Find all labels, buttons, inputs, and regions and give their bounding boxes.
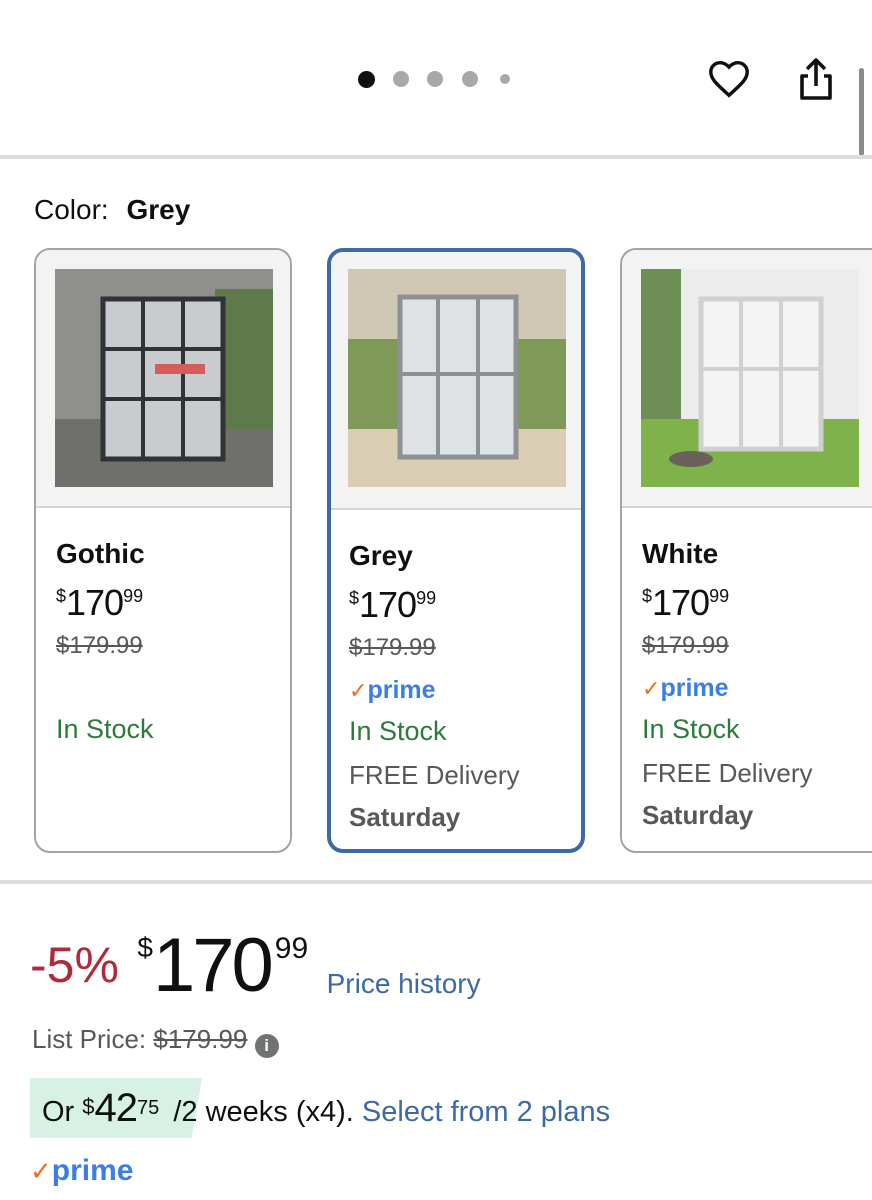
option-delivery: FREE Delivery [642, 758, 813, 788]
color-label: Color: [34, 194, 109, 225]
product-image-grey [348, 269, 566, 487]
prime-badge: ✓prime [349, 676, 436, 704]
product-image-area [622, 250, 872, 508]
option-delivery-day: Saturday [349, 802, 461, 832]
carousel-dot-1[interactable] [358, 71, 375, 88]
product-image-white [641, 269, 859, 487]
carousel-dot-4[interactable] [462, 71, 478, 87]
select-plans-link[interactable]: Select from 2 plans [361, 1096, 611, 1128]
price-history-link[interactable]: Price history [326, 968, 481, 999]
installment-highlight [30, 1078, 202, 1138]
carousel-dot-3[interactable] [427, 71, 443, 87]
prime-check-icon: ✓ [642, 676, 661, 701]
prime-badge: ✓prime [642, 674, 729, 702]
list-price-row: List Price: $179.99 i [32, 1024, 279, 1058]
prime-badge: ✓prime [30, 1154, 134, 1187]
option-stock: In Stock [642, 714, 740, 744]
option-list-price: $179.99 [349, 634, 436, 661]
current-price: $170 99 [137, 923, 309, 1008]
option-price: $17099 [56, 582, 144, 623]
installment-prefix: Or [42, 1096, 75, 1128]
prime-check-icon: ✓ [349, 678, 368, 703]
info-icon[interactable]: i [254, 1034, 279, 1058]
prime-check-icon: ✓ [30, 1156, 52, 1186]
color-label-row: Color: Grey [34, 194, 190, 226]
installment-terms: /2 weeks (x4). [173, 1096, 354, 1128]
carousel-dot-5[interactable] [500, 74, 510, 84]
color-option-gothic[interactable]: Gothic $17099 $179.99 In Stock [34, 248, 292, 853]
option-stock: In Stock [349, 716, 447, 746]
heart-icon[interactable] [706, 56, 752, 102]
option-price: $17099 [349, 584, 437, 625]
option-name: Gothic [56, 538, 145, 569]
product-image-area [331, 252, 581, 510]
installment-row: Or $4275 /2 weeks (x4). Select from 2 pl… [42, 1086, 610, 1131]
option-price: $17099 [642, 582, 730, 623]
list-price-label: List Price: [32, 1024, 147, 1054]
option-stock: In Stock [56, 714, 154, 744]
divider [0, 880, 872, 884]
list-price-value: $179.99 [153, 1024, 248, 1054]
option-name: White [642, 538, 719, 569]
product-image-gothic [55, 269, 273, 487]
price-block: -5% $170 99 Price history [30, 928, 481, 1008]
installment-price: $4275 [82, 1086, 160, 1130]
discount-percent: -5% [30, 937, 119, 993]
option-name: Grey [349, 540, 413, 571]
option-delivery-day: Saturday [642, 800, 754, 830]
option-list-price: $179.99 [56, 632, 143, 659]
carousel-dot-2[interactable] [393, 71, 409, 87]
option-delivery: FREE Delivery [349, 760, 520, 790]
selected-color: Grey [126, 194, 191, 225]
option-list-price: $179.99 [642, 632, 729, 659]
scrollbar[interactable] [859, 68, 864, 156]
product-image-area [36, 250, 290, 508]
divider [0, 155, 872, 159]
color-option-white[interactable]: White $17099 $179.99 ✓prime In Stock FRE… [620, 248, 872, 853]
share-icon[interactable] [796, 56, 836, 104]
color-option-grey[interactable]: Grey $17099 $179.99 ✓prime In Stock FREE… [327, 248, 585, 853]
